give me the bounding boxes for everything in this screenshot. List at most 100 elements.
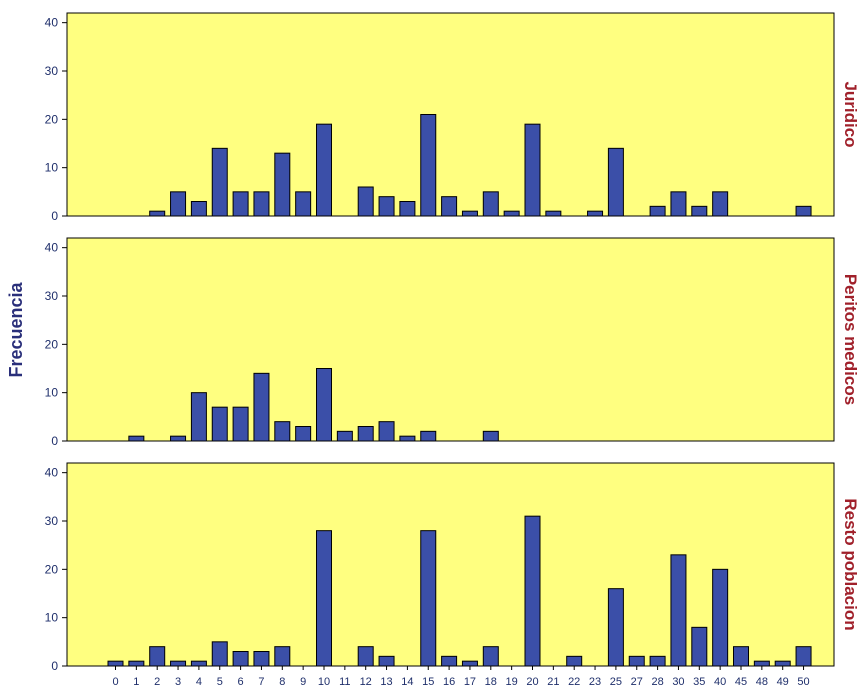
bar [461, 660, 478, 667]
bar [670, 554, 687, 667]
bar [378, 421, 395, 442]
bar [691, 205, 708, 217]
bar [128, 660, 145, 667]
bar [420, 430, 437, 442]
bar [399, 201, 416, 217]
y-tick-label: 20 [45, 337, 59, 351]
x-tick-label: 28 [651, 676, 663, 688]
x-tick-label: 30 [672, 676, 684, 688]
y-tick-label: 40 [45, 241, 59, 255]
y-tick-label: 40 [45, 16, 59, 30]
x-tick-label: 10 [318, 676, 330, 688]
x-tick-label: 20 [526, 676, 538, 688]
bar [524, 123, 541, 217]
x-tick-label: 4 [196, 676, 202, 688]
bar [607, 588, 624, 667]
bar [274, 421, 291, 442]
x-tick-label: 21 [547, 676, 559, 688]
bar [253, 372, 270, 442]
x-tick-label: 18 [485, 676, 497, 688]
bar [357, 426, 374, 442]
bar [774, 660, 791, 667]
y-tick-label: 0 [51, 209, 58, 223]
bar [378, 655, 395, 667]
x-tick-label: 48 [756, 676, 768, 688]
y-tick-label: 30 [45, 514, 59, 528]
x-tick-label: 40 [714, 676, 726, 688]
y-tick-label: 40 [45, 466, 59, 480]
bar [733, 646, 749, 667]
facet-label: Resto poblacion [841, 498, 857, 630]
bar [170, 660, 187, 667]
y-tick-label: 30 [45, 64, 59, 78]
bar [524, 515, 541, 667]
x-tick-label: 5 [217, 676, 223, 688]
x-tick-label: 9 [300, 676, 306, 688]
y-tick-label: 10 [45, 161, 59, 175]
bar [211, 147, 228, 217]
facet-label: Juridico [841, 81, 857, 147]
y-tick-label: 0 [51, 434, 58, 448]
bar [149, 210, 166, 217]
x-tick-label: 0 [112, 676, 118, 688]
bar [170, 191, 187, 217]
y-tick-label: 10 [45, 611, 59, 625]
bar [232, 406, 249, 442]
bar [441, 655, 458, 667]
bar [461, 210, 478, 217]
bar [795, 646, 812, 667]
y-axis-label: Frecuencia [6, 281, 26, 377]
y-tick-label: 20 [45, 562, 59, 576]
y-tick-label: 30 [45, 289, 59, 303]
x-tick-label: 2 [154, 676, 160, 688]
bar [712, 568, 729, 667]
bar [628, 655, 645, 667]
x-tick-label: 6 [238, 676, 244, 688]
bar [211, 641, 228, 667]
bar [482, 191, 499, 217]
x-tick-label: 27 [631, 676, 643, 688]
x-tick-label: 3 [175, 676, 181, 688]
bar [649, 655, 666, 667]
bar [316, 530, 332, 667]
bar [253, 191, 270, 217]
plot-panel [66, 12, 835, 217]
x-tick-label: 19 [506, 676, 518, 688]
bar [441, 196, 458, 217]
x-tick-label: 1 [133, 676, 139, 688]
x-tick-label: 23 [589, 676, 601, 688]
bar [378, 196, 395, 217]
bar [274, 646, 291, 667]
bar [316, 123, 332, 217]
y-tick-label: 20 [45, 112, 59, 126]
bar [232, 191, 249, 217]
bar [420, 114, 437, 217]
bar [587, 210, 604, 217]
bar [482, 430, 499, 442]
x-tick-label: 8 [279, 676, 285, 688]
bar [545, 210, 562, 217]
bar [503, 210, 520, 217]
facet-label: Peritos medicos [841, 274, 857, 405]
bar [753, 660, 770, 667]
x-tick-label: 13 [380, 676, 392, 688]
x-tick-label: 11 [339, 676, 350, 688]
bar [232, 651, 249, 667]
bar [420, 530, 437, 667]
bar [190, 660, 207, 667]
x-tick-label: 7 [258, 676, 264, 688]
x-tick-label: 45 [735, 676, 747, 688]
bar [649, 205, 666, 217]
x-tick-label: 35 [693, 676, 705, 688]
bar [482, 646, 499, 667]
bar [357, 646, 374, 667]
bar [128, 435, 145, 442]
bar [274, 152, 291, 217]
bar [316, 368, 332, 442]
bar [107, 660, 124, 667]
bar [336, 430, 353, 442]
bar [670, 191, 687, 217]
bar [712, 191, 729, 217]
bar [357, 186, 374, 217]
